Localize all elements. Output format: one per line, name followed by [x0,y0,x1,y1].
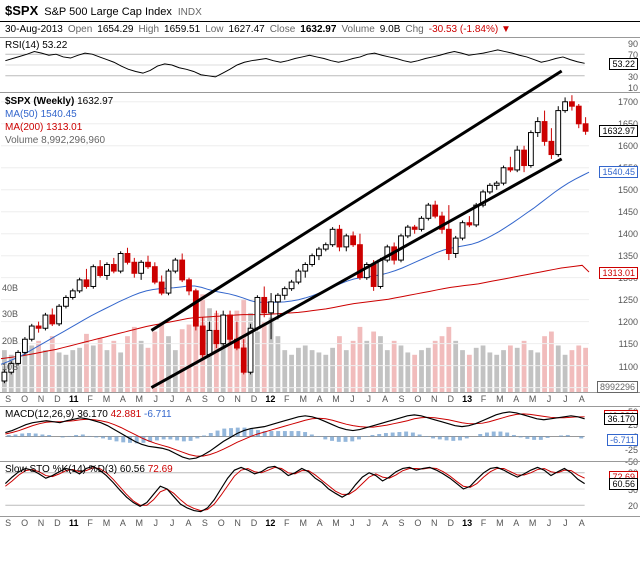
ohlc-row: 30-Aug-2013 Open1654.29 High1659.51 Low1… [0,22,640,37]
vol-box: 8992296 [597,381,638,393]
date: 30-Aug-2013 [5,24,63,35]
x-axis-bottom: SOND11FMAMJJASOND12FMAMJJASOND13FMAMJJA [0,516,640,530]
exchange: INDX [178,7,202,18]
ma200-box: 1313.01 [599,267,638,279]
macd-panel: MACD(12,26,9) 36.170 42.881 -6.711 -50-2… [0,406,640,461]
symbol: $SPX [5,3,38,18]
price-current-box: 1632.97 [599,125,638,137]
ma50-box: 1540.45 [599,166,638,178]
stoch-panel: Slow STO %K(14) %D(3) 60.56 72.69 205080… [0,461,640,516]
rsi-current-box: 53.22 [609,58,638,70]
stock-chart: $SPX S&P 500 Large Cap Index INDX 30-Aug… [0,0,640,584]
price-panel: $SPX (Weekly) 1632.97 MA(50) 1540.45 MA(… [0,92,640,392]
rsi-plot [0,38,590,92]
x-axis-top: SOND11FMAMJJASOND12FMAMJJASOND13FMAMJJA [0,392,640,406]
chart-header: $SPX S&P 500 Large Cap Index INDX [0,0,640,22]
chart-title: S&P 500 Large Cap Index [44,6,172,18]
